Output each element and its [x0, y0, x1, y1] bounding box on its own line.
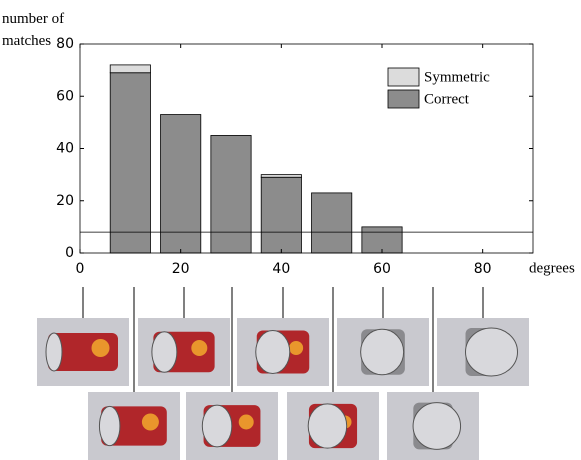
photo	[237, 318, 329, 386]
bar-segment	[160, 114, 202, 254]
photo	[387, 392, 479, 460]
can-lid	[151, 331, 178, 373]
bar-segment	[260, 174, 302, 178]
photo	[287, 392, 379, 460]
x-axis-label: degrees	[529, 260, 575, 276]
can-lid	[360, 328, 405, 376]
photo	[88, 392, 180, 460]
bar-segment	[210, 135, 252, 254]
can-lid	[307, 403, 348, 449]
can-lid	[201, 404, 233, 448]
y-tick-label: 40	[56, 141, 74, 157]
y-tick-label: 20	[56, 193, 74, 209]
x-tick-label: 40	[272, 261, 290, 277]
photo	[437, 318, 529, 386]
photo	[186, 392, 278, 460]
can-orange	[238, 414, 254, 430]
x-tick-label: 80	[474, 261, 492, 277]
photo	[138, 318, 230, 386]
x-tick-label: 0	[76, 261, 85, 277]
legend-swatch	[387, 67, 420, 87]
legend-swatch	[387, 89, 420, 109]
can-orange	[141, 413, 159, 431]
can-lid	[98, 405, 121, 447]
bar-segment	[260, 176, 302, 254]
can-lid	[45, 332, 63, 372]
can-orange	[289, 341, 304, 355]
bar-segment	[109, 72, 151, 254]
bar-segment	[361, 226, 403, 254]
y-tick-label: 60	[56, 88, 74, 104]
photo	[337, 318, 429, 386]
x-tick-label: 60	[373, 261, 391, 277]
x-tick-label: 20	[172, 261, 190, 277]
can-orange	[91, 339, 110, 357]
bar-segment	[311, 192, 353, 254]
y-axis-label: number of matches	[2, 11, 65, 49]
legend-label: Symmetric	[424, 69, 490, 85]
y-tick-label: 80	[56, 36, 74, 52]
can-lid	[412, 402, 462, 450]
y-tick-label: 0	[65, 245, 74, 261]
photo	[37, 318, 129, 386]
can-orange	[191, 340, 208, 356]
can-lid	[465, 327, 518, 377]
bar-segment	[109, 64, 151, 74]
legend-label: Correct	[424, 91, 470, 107]
can-lid	[255, 330, 291, 374]
